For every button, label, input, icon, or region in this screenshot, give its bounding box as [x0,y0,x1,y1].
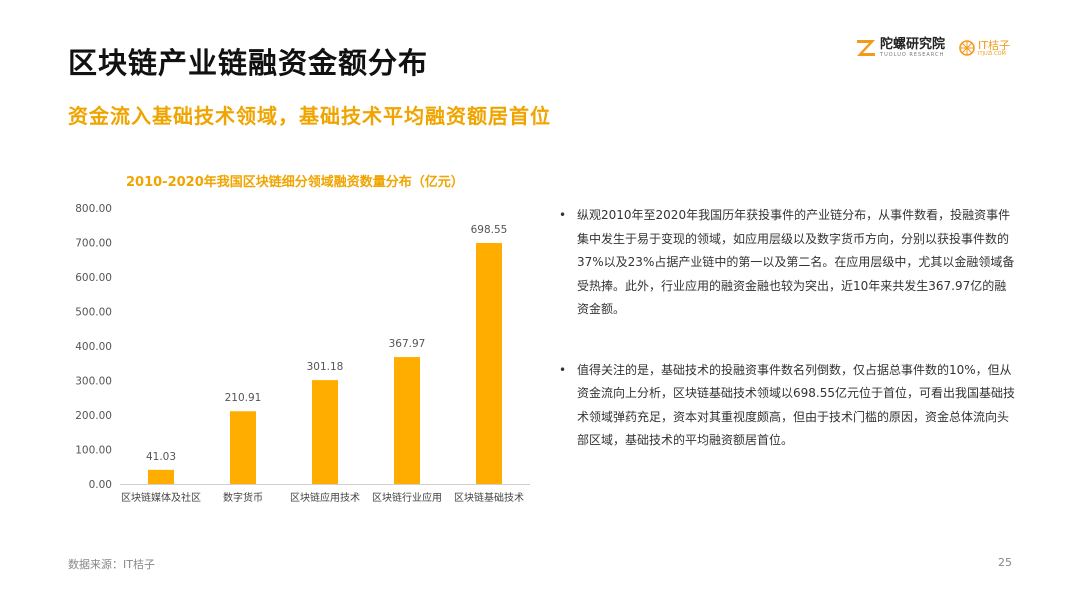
bullet-paragraph-1: 纵观2010年至2020年我国历年获投事件的产业链分布，从事件数看，投融资事件集… [559,204,1015,322]
x-tick-label: 区块链媒体及社区 [121,491,201,504]
bar [476,243,502,484]
chart-title: 2010-2020年我国区块链细分领域融资数量分布（亿元） [126,175,464,190]
orange-icon [959,40,975,56]
x-tick-label: 区块链行业应用 [372,491,442,504]
x-axis-labels: 区块链媒体及社区 数字货币 区块链应用技术 区块链行业应用 区块链基础技术 [121,491,524,504]
bar [394,357,420,484]
bar-value-label: 41.03 [146,451,176,463]
bar-group [148,243,502,484]
bar-value-label: 367.97 [389,338,426,350]
x-tick-label: 数字货币 [223,491,263,504]
y-tick-label: 600.00 [75,272,112,284]
bar [148,469,174,484]
value-label-group: 41.03 210.91 301.18 367.97 698.55 [146,224,507,463]
x-tick-label: 区块链基础技术 [454,491,524,504]
y-tick-label: 800.00 [75,203,112,215]
page-subtitle: 资金流入基础技术领域，基础技术平均融资额居首位 [68,104,551,128]
y-tick-label: 0.00 [89,479,112,491]
bullet-paragraph-2: 值得关注的是，基础技术的投融资事件数名列倒数，仅占据总事件数的10%，但从资金流… [559,359,1015,453]
bar-value-label: 698.55 [471,224,508,236]
text-bullets: 纵观2010年至2020年我国历年获投事件的产业链分布，从事件数看，投融资事件集… [559,204,1015,453]
bar-value-label: 210.91 [225,392,262,404]
itjuzi-logo-name: IT桔子 [978,38,1010,52]
data-source: 数据来源：IT桔子 [68,558,155,571]
bar-value-label: 301.18 [307,361,344,373]
x-tick-label: 区块链应用技术 [290,491,360,504]
y-tick-label: 100.00 [75,445,112,457]
itjuzi-logo: IT桔子 ITJUZI.COM [959,40,1010,57]
y-tick-label: 400.00 [75,341,112,353]
bar-chart: 0.00 100.00 200.00 300.00 400.00 500.00 600.00… [75,203,530,504]
bar [230,411,256,484]
y-axis: 0.00 100.00 200.00 300.00 400.00 500.00 600.00… [75,203,112,491]
bar [312,380,338,484]
tuoluo-z-icon [857,40,876,56]
y-tick-label: 500.00 [75,307,112,319]
y-tick-label: 700.00 [75,238,112,250]
itjuzi-logo-subname: ITJUZI.COM [978,50,1006,57]
tuoluo-logo-subname: TUOLUO RESEARCH [880,52,945,58]
tuoluo-logo-name: 陀螺研究院 [880,37,946,52]
y-tick-label: 200.00 [75,410,112,422]
page-number: 25 [998,556,1012,569]
tuoluo-logo: 陀螺研究院 TUOLUO RESEARCH [856,38,945,58]
y-tick-label: 300.00 [75,376,112,388]
page-title: 区块链产业链融资金额分布 [68,46,429,80]
logo-group: 陀螺研究院 TUOLUO RESEARCH IT桔子 ITJUZI.COM [856,38,1010,58]
